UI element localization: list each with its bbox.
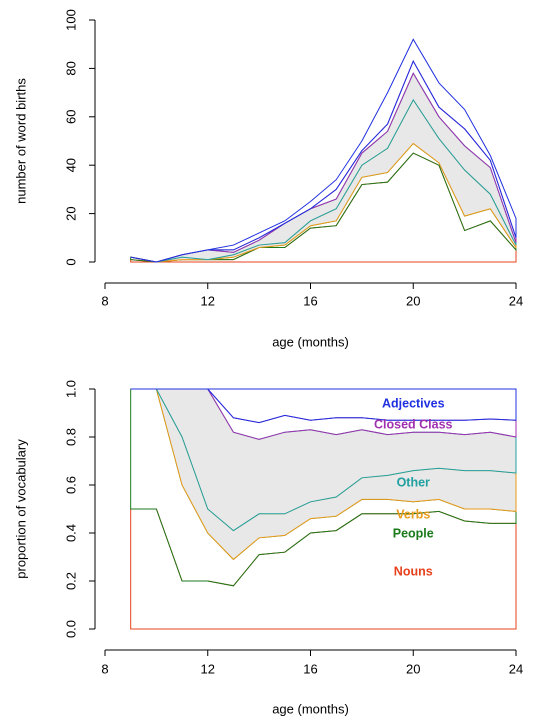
- series-label: Verbs: [396, 507, 430, 521]
- y-tick-label: 0.6: [63, 476, 78, 494]
- y-tick-label: 40: [63, 158, 78, 172]
- y-tick-label: 80: [63, 61, 78, 75]
- x-tick-label: 16: [303, 293, 317, 308]
- y-tick-label: 100: [63, 9, 78, 31]
- area-layer: [130, 38, 517, 263]
- x-tick-label: 16: [303, 661, 317, 676]
- series-label: Adjectives: [382, 396, 445, 410]
- y-tick-label: 0.8: [63, 428, 78, 446]
- series-label: Nouns: [394, 564, 433, 578]
- x-axis-title: age (months): [272, 334, 349, 349]
- x-tick-label: 12: [201, 661, 215, 676]
- series-label: People: [393, 526, 434, 540]
- area-layer: [130, 98, 517, 263]
- x-tick-label: 24: [509, 661, 523, 676]
- area-layer: [130, 508, 517, 630]
- y-axis-title: proportion of vocabulary: [13, 439, 28, 579]
- y-tick-label: 20: [63, 206, 78, 220]
- x-tick-label: 12: [201, 293, 215, 308]
- x-axis-title: age (months): [272, 701, 349, 716]
- area-layer: [130, 388, 517, 424]
- x-tick-label: 20: [406, 661, 420, 676]
- y-tick-label: 60: [63, 110, 78, 124]
- y-axis-title: number of word births: [13, 78, 28, 204]
- x-tick-label: 8: [101, 293, 108, 308]
- y-tick-label: 0: [63, 258, 78, 265]
- y-tick-label: 0.4: [63, 524, 78, 542]
- x-tick-label: 8: [101, 661, 108, 676]
- y-tick-label: 0.0: [63, 620, 78, 638]
- series-label: Closed Class: [374, 417, 453, 431]
- series-label: Other: [397, 475, 430, 489]
- x-tick-label: 20: [406, 293, 420, 308]
- y-tick-label: 1.0: [63, 380, 78, 398]
- x-tick-label: 24: [509, 293, 523, 308]
- y-tick-label: 0.2: [63, 572, 78, 590]
